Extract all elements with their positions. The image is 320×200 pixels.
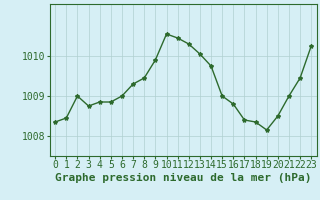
X-axis label: Graphe pression niveau de la mer (hPa): Graphe pression niveau de la mer (hPa) <box>55 173 311 183</box>
